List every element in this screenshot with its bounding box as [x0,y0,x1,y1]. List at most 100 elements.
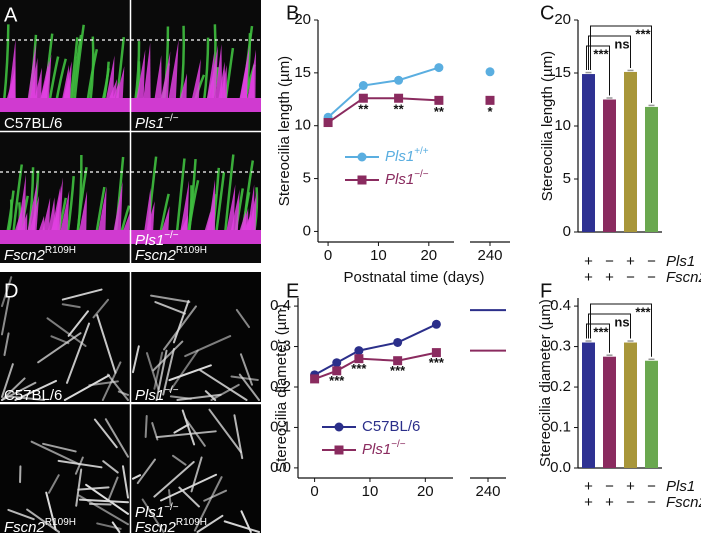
genotype-sign: − [647,269,656,286]
y-tick-label: 5 [563,170,571,187]
comparison-label: *** [635,26,651,41]
green-stereocilium [76,154,83,235]
micrograph-label-sup: R109H [176,517,207,528]
magenta-stereocilium [62,61,72,104]
cuticular-plate [0,230,130,244]
y-axis-title: Stereocilia length (µm) [276,56,293,206]
legend-label-main: Pls1 [362,441,391,458]
y-tick-label: 0.0 [550,459,571,476]
magenta-stereocilium [225,184,236,236]
comparison-label: ns [614,314,629,329]
stereocilium [42,442,77,453]
y-tick-label: 0.1 [270,418,291,435]
magenta-stereocilium [159,51,171,104]
x-tick-label: 10 [370,247,387,264]
stereocilium [162,348,175,396]
micrograph [0,404,130,533]
genotype-sign: + [626,253,635,270]
data-point [431,348,441,358]
stereocilium [153,351,164,390]
stereocilium [153,461,195,498]
micrograph-label-sup: −/− [164,113,179,124]
data-point [358,93,368,103]
magenta-stereocilium [114,66,125,104]
significance: *** [329,373,345,388]
x-tick-label: 20 [420,247,437,264]
stereocilium [154,301,186,315]
bar [624,71,637,232]
legend-label: Pls1−/− [385,169,429,188]
stereocilium [1,363,14,398]
stereocilium [96,314,117,374]
green-stereocilium [214,172,226,235]
data-point [431,319,441,329]
stereocilium [136,458,156,485]
green-stereocilium [66,176,75,235]
magenta-stereocilium [246,62,255,104]
genotype-label: Pls1 [666,253,695,270]
magenta-stereocilium [142,42,151,104]
stereocilium [46,317,87,347]
micrograph-label: Fscn2R109H [135,245,207,264]
stereocilium [144,415,148,438]
magenta-stereocilium [135,49,146,104]
magenta-stereocilium [29,57,38,104]
stereocilium [61,288,103,301]
stereocilium [75,468,83,507]
stereocilium [239,353,253,386]
stereocilium [203,489,228,502]
comparison-bracket [590,25,652,103]
magenta-stereocilium [13,206,23,236]
y-tick-label: 0.3 [270,338,291,355]
data-point [393,337,403,347]
genotype-sign: − [647,253,656,270]
genotype-sign: − [605,253,614,270]
stereocilium [92,298,109,319]
micrograph-label-sup: −/− [164,502,179,513]
magenta-stereocilium [40,54,52,104]
micrograph-label: Fscn2R109H [4,245,76,264]
stereocilium [168,489,172,507]
y-tick-label: 15 [294,64,311,81]
stereocilium [93,418,118,449]
stereocilium [30,440,81,466]
stereocilium [106,373,129,401]
magenta-stereocilium [153,54,162,104]
green-stereocilium [223,154,235,235]
magenta-stereocilium [38,66,50,104]
y-tick-label: 0.2 [550,378,571,395]
green-stereocilium [70,34,83,103]
significance: *** [351,361,367,376]
data-point [434,63,444,73]
genotype-sign: + [584,253,593,270]
green-stereocilium [175,158,186,235]
micrograph-label: Pls1−/− [135,385,179,404]
legend-label: Pls1+/+ [385,146,429,165]
genotype-sign: − [626,269,635,286]
significance: *** [390,363,406,378]
magenta-stereocilium [179,180,190,236]
y-tick-label: 20 [294,11,311,28]
genotype-sign: − [647,478,656,495]
legend-label: C57BL/6 [362,418,420,435]
magenta-stereocilium [190,58,201,104]
stereocilium [233,414,244,460]
micrograph-label-main: Fscn2 [4,519,46,533]
comparison-label: *** [635,304,651,319]
stereocilium [208,408,243,454]
micrograph-label-main: C57BL/6 [4,115,62,132]
micrograph-label: Pls1−/− [135,502,179,521]
bar [582,74,595,232]
green-stereocilium [202,37,210,103]
panel-letter: A [4,4,18,26]
panel-letter: E [286,280,299,302]
stereocilium [3,332,10,357]
stereocilium [235,308,251,329]
cuticular-plate [131,98,261,112]
magenta-stereocilium [97,186,107,236]
micrograph-label-main: Fscn2 [135,247,177,264]
genotype-sign: + [626,478,635,495]
genotype-label: Fscn2 [666,494,701,511]
genotype-sign: − [626,494,635,511]
